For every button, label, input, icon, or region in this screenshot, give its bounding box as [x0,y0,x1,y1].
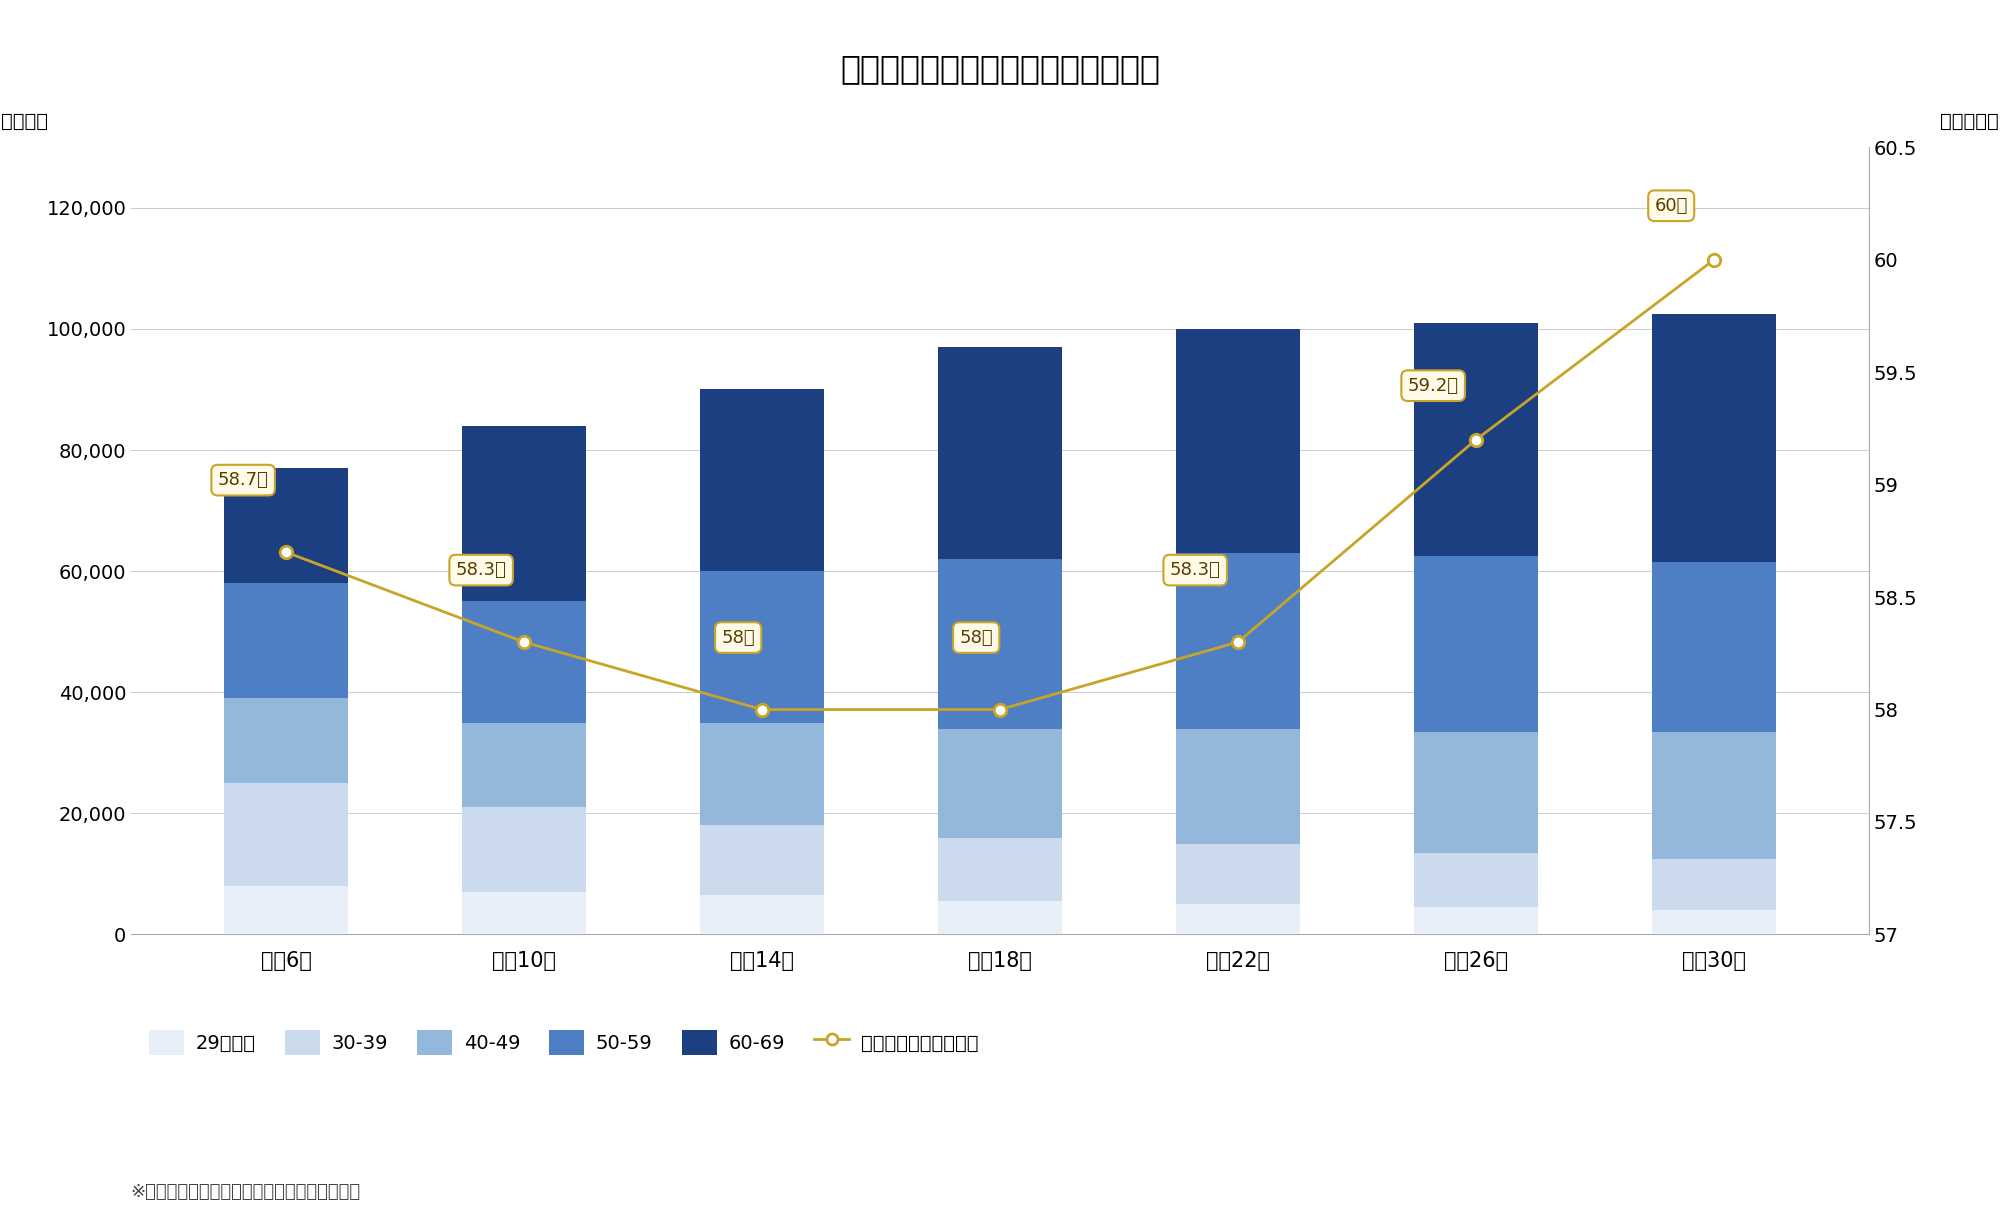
Bar [700,389,824,571]
Bar [224,468,348,583]
Legend: 29才以下, 30-39, 40-49, 50-59, 60-69, 診療所の医師平均年齢: 29才以下, 30-39, 40-49, 50-59, 60-69, 診療所の医… [140,1022,986,1062]
Bar [1652,314,1776,562]
Text: 60才: 60才 [1654,196,1688,215]
Bar [224,783,348,887]
Bar [1414,556,1538,732]
Bar [1652,858,1776,910]
Text: 単位：人: 単位：人 [0,112,48,131]
Bar [1176,728,1300,844]
Bar [700,895,824,935]
Bar [1414,907,1538,935]
Bar [700,722,824,825]
Bar [938,728,1062,837]
Bar [1176,844,1300,904]
Bar [1652,732,1776,858]
Bar [1414,732,1538,852]
Text: 58.3才: 58.3才 [456,561,506,580]
Text: ※厕生労働省医師・歯科医師・薇剤師調査より: ※厕生労働省医師・歯科医師・薇剤師調査より [130,1184,360,1201]
Bar [1176,553,1300,728]
Bar [462,722,586,807]
Text: 58才: 58才 [722,629,754,647]
Text: 58.7才: 58.7才 [218,472,268,489]
Bar [938,901,1062,935]
Bar [1176,904,1300,935]
Text: 58才: 58才 [960,629,994,647]
Title: 診療所に従事する医師数と平均年齢: 診療所に従事する医師数と平均年齢 [840,52,1160,85]
Bar [1652,562,1776,732]
Bar [938,837,1062,901]
Bar [700,571,824,722]
Bar [1414,852,1538,907]
Bar [1176,329,1300,553]
Bar [1414,323,1538,556]
Text: 58.3才: 58.3才 [1170,561,1220,580]
Bar [224,887,348,935]
Bar [1652,910,1776,935]
Text: 単位：年齢: 単位：年齢 [1940,112,2000,131]
Bar [462,426,586,602]
Bar [462,892,586,935]
Bar [224,583,348,699]
Text: 59.2才: 59.2才 [1408,377,1458,394]
Bar [462,602,586,722]
Bar [700,825,824,895]
Bar [224,699,348,783]
Bar [938,559,1062,728]
Bar [462,807,586,892]
Bar [938,348,1062,559]
